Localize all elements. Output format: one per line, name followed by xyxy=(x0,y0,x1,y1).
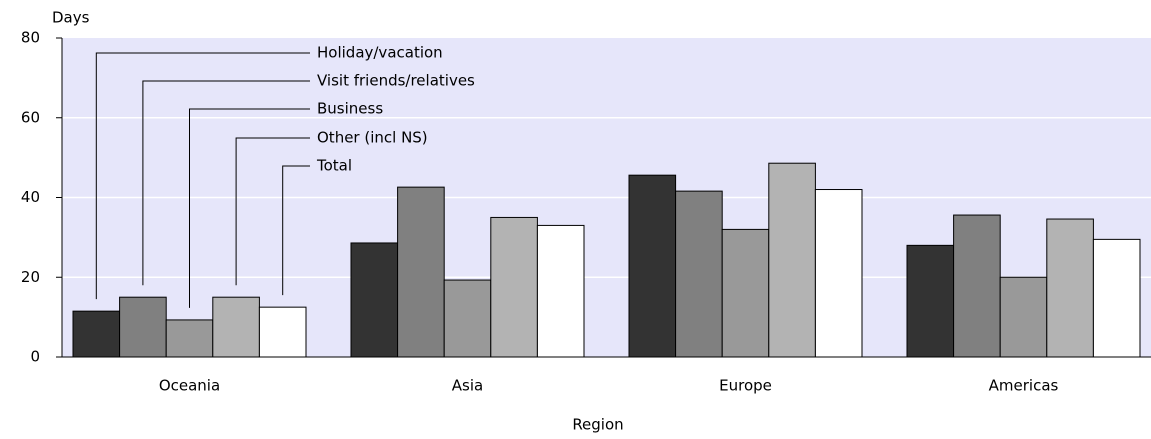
bar xyxy=(72,310,121,358)
legend-label: Total xyxy=(316,157,352,175)
y-tick-label: 60 xyxy=(21,108,40,126)
legend-leader xyxy=(235,137,310,286)
bar xyxy=(675,190,723,358)
bar xyxy=(628,174,677,358)
x-axis-title: Region xyxy=(572,416,623,434)
bar xyxy=(536,224,585,358)
bar xyxy=(490,216,538,358)
y-tick-label: 80 xyxy=(21,29,40,47)
bar xyxy=(906,244,955,358)
y-tick-label: 0 xyxy=(30,348,40,366)
bar xyxy=(212,296,260,358)
bar xyxy=(397,186,445,358)
y-tick-label: 20 xyxy=(21,268,40,286)
bar xyxy=(165,319,214,358)
legend-label: Other (incl NS) xyxy=(317,129,428,147)
legend-label: Business xyxy=(317,100,383,118)
bar xyxy=(814,189,863,358)
legend-label: Holiday/vacation xyxy=(317,44,443,62)
bar xyxy=(953,214,1001,358)
bar xyxy=(768,162,816,358)
x-tick-label: Americas xyxy=(989,377,1059,395)
bar xyxy=(1092,238,1141,358)
bar xyxy=(350,242,399,358)
legend-leader xyxy=(95,52,310,300)
legend-label: Visit friends/relatives xyxy=(317,72,475,90)
legend-leader xyxy=(189,108,310,308)
bar xyxy=(258,306,307,358)
x-tick-label: Oceania xyxy=(159,377,220,395)
bar xyxy=(721,228,770,358)
bar xyxy=(119,296,167,358)
legend-leader xyxy=(282,165,310,296)
legend-leader xyxy=(142,80,310,286)
y-tick-label: 40 xyxy=(21,188,40,206)
bar xyxy=(1046,218,1094,358)
bar xyxy=(999,276,1048,358)
y-axis-title: Days xyxy=(52,9,90,27)
bar xyxy=(443,279,492,358)
x-tick-label: Europe xyxy=(719,377,772,395)
x-tick-label: Asia xyxy=(452,377,483,395)
